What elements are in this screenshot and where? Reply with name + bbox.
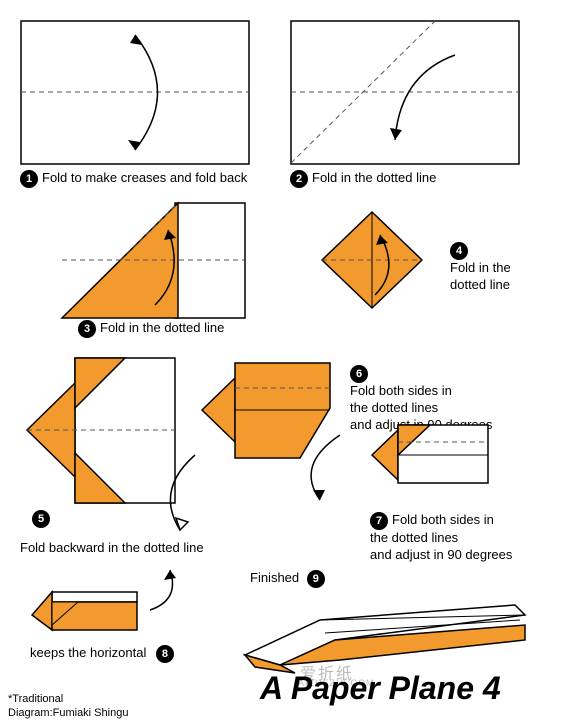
step4-text: Fold in the dotted line: [450, 260, 511, 292]
step9-diagram: [225, 585, 535, 680]
step3-text: Fold in the dotted line: [100, 320, 224, 335]
step8-text: keeps the horizontal: [30, 645, 146, 660]
step2-diagram: [290, 20, 520, 165]
step7-diagram: [370, 420, 495, 490]
step3-caption: 3 Fold in the dotted line: [78, 320, 224, 338]
step1-text: Fold to make creases and fold back: [42, 170, 247, 185]
step6-arrow: [285, 430, 355, 510]
step6-num: 6: [350, 365, 368, 383]
credit-1: *Traditional: [8, 693, 63, 705]
page-title: A Paper Plane 4: [260, 670, 501, 707]
step8-arrow: [140, 565, 195, 620]
credit-2: Diagram:Fumiaki Shingu: [8, 707, 128, 719]
step5-caption: Fold backward in the dotted line: [20, 540, 204, 557]
step4-num: 4: [450, 242, 468, 260]
step5-num-label: 5: [32, 510, 54, 528]
step2-text: Fold in the dotted line: [312, 170, 436, 185]
step1-diagram: [20, 20, 250, 165]
step4-caption: 4Fold in the dotted line: [450, 225, 511, 294]
step4-diagram: [320, 210, 440, 310]
step2-caption: 2 Fold in the dotted line: [290, 170, 436, 188]
step2-num: 2: [290, 170, 308, 188]
finished-label: Finished: [250, 570, 299, 585]
step7-text: Fold both sides in the dotted lines and …: [370, 512, 512, 562]
step7-num: 7: [370, 512, 388, 530]
step1-num: 1: [20, 170, 38, 188]
step5-text: Fold backward in the dotted line: [20, 540, 204, 555]
step9-caption: Finished 9: [250, 570, 329, 588]
step8-diagram: [30, 580, 145, 635]
step8-num: 8: [156, 645, 174, 663]
step7-caption: 7Fold both sides in the dotted lines and…: [370, 495, 512, 564]
step3-diagram: [60, 200, 250, 325]
step1-caption: 1 Fold to make creases and fold back: [20, 170, 247, 188]
step5-num: 5: [32, 510, 50, 528]
step8-caption: keeps the horizontal 8: [30, 645, 178, 663]
step3-num: 3: [78, 320, 96, 338]
step9-num: 9: [307, 570, 325, 588]
